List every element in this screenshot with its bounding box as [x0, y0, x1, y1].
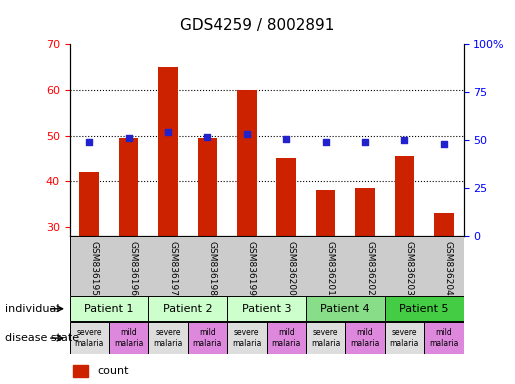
Text: Patient 3: Patient 3	[242, 304, 291, 314]
Text: disease state: disease state	[5, 333, 79, 343]
FancyBboxPatch shape	[188, 323, 227, 354]
Text: mild
malaria: mild malaria	[350, 328, 380, 348]
Bar	[237, 90, 256, 236]
FancyBboxPatch shape	[227, 323, 267, 354]
Bar	[277, 159, 296, 236]
Text: severe
malaria: severe malaria	[153, 328, 183, 348]
FancyBboxPatch shape	[148, 296, 227, 321]
Bar	[79, 172, 99, 236]
Bar	[316, 190, 335, 236]
FancyBboxPatch shape	[267, 323, 306, 354]
Text: GSM836203: GSM836203	[404, 241, 414, 296]
Point	[400, 137, 408, 143]
Point	[125, 135, 133, 141]
FancyBboxPatch shape	[70, 323, 109, 354]
Text: count: count	[97, 366, 129, 376]
Text: mild
malaria: mild malaria	[193, 328, 222, 348]
Bar	[198, 138, 217, 236]
Point	[85, 139, 93, 145]
Bar	[74, 365, 89, 377]
Text: Patient 5: Patient 5	[399, 304, 449, 314]
Text: mild
malaria: mild malaria	[271, 328, 301, 348]
FancyBboxPatch shape	[109, 323, 148, 354]
Point	[361, 139, 369, 145]
Bar	[119, 138, 139, 236]
FancyBboxPatch shape	[70, 296, 148, 321]
FancyBboxPatch shape	[424, 323, 464, 354]
Text: GDS4259 / 8002891: GDS4259 / 8002891	[180, 18, 335, 33]
Bar	[394, 156, 414, 236]
Text: GSM836200: GSM836200	[286, 241, 295, 296]
FancyBboxPatch shape	[306, 323, 346, 354]
Point	[164, 129, 172, 136]
Text: GSM836202: GSM836202	[365, 241, 374, 296]
Point	[243, 131, 251, 137]
Point	[321, 139, 330, 145]
Text: GSM836199: GSM836199	[247, 241, 256, 296]
Text: GSM836195: GSM836195	[89, 241, 98, 296]
Text: GSM836196: GSM836196	[129, 241, 138, 296]
Bar	[434, 213, 454, 236]
Text: severe
malaria: severe malaria	[311, 328, 340, 348]
Text: GSM836204: GSM836204	[444, 241, 453, 296]
FancyBboxPatch shape	[306, 296, 385, 321]
Text: individual: individual	[5, 304, 60, 314]
Point	[203, 134, 212, 140]
FancyBboxPatch shape	[227, 296, 306, 321]
Point	[440, 141, 448, 147]
Text: GSM836197: GSM836197	[168, 241, 177, 296]
Text: severe
malaria: severe malaria	[390, 328, 419, 348]
FancyBboxPatch shape	[385, 296, 464, 321]
Text: GSM836201: GSM836201	[325, 241, 335, 296]
FancyBboxPatch shape	[148, 323, 188, 354]
Text: severe
malaria: severe malaria	[75, 328, 104, 348]
FancyBboxPatch shape	[346, 323, 385, 354]
Text: mild
malaria: mild malaria	[429, 328, 458, 348]
Text: GSM836198: GSM836198	[208, 241, 216, 296]
Bar	[355, 188, 375, 236]
FancyBboxPatch shape	[70, 236, 464, 296]
Point	[282, 136, 290, 142]
Text: mild
malaria: mild malaria	[114, 328, 143, 348]
FancyBboxPatch shape	[385, 323, 424, 354]
Text: severe
malaria: severe malaria	[232, 328, 262, 348]
Bar	[158, 67, 178, 236]
Text: Patient 2: Patient 2	[163, 304, 213, 314]
Text: Patient 1: Patient 1	[84, 304, 134, 314]
Text: Patient 4: Patient 4	[320, 304, 370, 314]
